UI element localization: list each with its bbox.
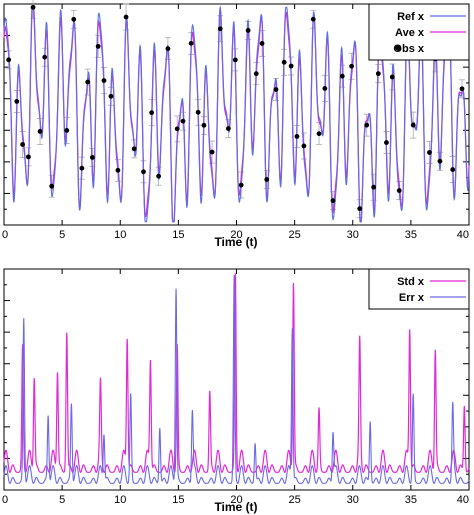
obs-point — [427, 150, 432, 155]
obs-point — [156, 173, 162, 179]
obs-point — [396, 188, 402, 193]
obs-point — [316, 131, 322, 137]
obs-point — [301, 143, 307, 149]
legend-err-x-label: Err x — [399, 292, 425, 304]
obs-point — [288, 63, 294, 69]
obs-point — [245, 28, 251, 33]
x-tick-label: 30 — [347, 229, 359, 241]
obs-point — [49, 183, 55, 189]
obs-point — [209, 149, 215, 155]
obs-point — [71, 16, 77, 22]
obs-point — [310, 16, 316, 22]
top-panel: 0 5 10 15 20 25 30 35 40 Time (t) Ref x Ave x Ob… — [2, 0, 470, 249]
legend-obs-x-marker — [395, 45, 401, 51]
x-tick-label: 5 — [59, 229, 65, 241]
obs-point — [42, 54, 48, 60]
obs-point — [108, 93, 114, 99]
obs-point — [330, 198, 336, 204]
obs-point — [232, 57, 238, 63]
obs-point — [79, 165, 85, 171]
obs-point — [115, 167, 121, 173]
x-tick-label: 10 — [114, 494, 126, 506]
obs-point — [30, 4, 36, 10]
x-tick-label: 25 — [289, 229, 301, 241]
x-tick-label: 40 — [457, 229, 469, 241]
obs-point — [95, 43, 101, 49]
obs-point — [238, 182, 244, 188]
obs-point — [322, 86, 328, 91]
obs-point — [225, 126, 231, 131]
x-tick-label: 40 — [457, 494, 469, 506]
obs-point — [371, 184, 377, 190]
obs-point — [37, 129, 43, 134]
x-tick-label: 0 — [2, 229, 8, 241]
obs-point — [201, 122, 207, 128]
obs-point — [410, 122, 416, 128]
bottom-x-tick-labels: 0 5 10 15 20 25 30 35 40 — [2, 269, 470, 506]
obs-point — [26, 154, 31, 160]
ref-x-line — [3, 5, 470, 223]
obs-point — [294, 134, 300, 139]
obs-point — [188, 40, 194, 46]
obs-point — [131, 146, 137, 152]
obs-point — [389, 74, 395, 80]
top-x-tick-labels: 0 5 10 15 20 25 30 35 40 — [2, 4, 470, 241]
bottom-x-axis-title: Time (t) — [214, 500, 257, 514]
legend-ref-x-label: Ref x — [397, 11, 425, 23]
x-tick-label: 20 — [230, 229, 242, 241]
std-x-line — [3, 273, 470, 474]
bottom-legend-box — [368, 268, 470, 310]
x-tick-label: 35 — [405, 494, 417, 506]
obs-point — [273, 87, 279, 92]
legend-std-x-label: Std x — [397, 276, 425, 288]
obs-point — [349, 63, 354, 69]
obs-point — [264, 177, 270, 182]
obs-point — [64, 128, 70, 133]
bottom-legend: Std x Err x — [368, 268, 470, 310]
obs-point — [89, 155, 95, 160]
obs-point — [6, 57, 12, 63]
x-tick-label: 25 — [289, 494, 301, 506]
x-tick-label: 5 — [59, 494, 65, 506]
obs-point — [450, 167, 456, 172]
obs-point — [123, 14, 129, 20]
x-tick-label: 15 — [172, 494, 184, 506]
obs-point — [364, 122, 370, 128]
obs-point — [253, 71, 259, 77]
obs-point — [259, 41, 265, 46]
legend-ave-x-label: Ave x — [395, 27, 425, 39]
legend-obs-x-label: Obs x — [393, 43, 424, 55]
obs-point — [437, 158, 443, 164]
x-tick-label: 20 — [230, 494, 242, 506]
obs-point — [375, 71, 381, 77]
obs-point — [339, 73, 345, 79]
obs-point — [357, 206, 363, 212]
top-x-axis-title: Time (t) — [214, 235, 257, 249]
x-tick-label: 30 — [347, 494, 359, 506]
obs-point — [217, 26, 223, 32]
x-tick-label: 15 — [172, 229, 184, 241]
obs-point — [165, 46, 171, 52]
obs-point — [14, 99, 20, 104]
top-legend: Ref x Ave x Obs x — [368, 3, 470, 61]
obs-point — [195, 109, 201, 115]
bottom-panel: 0 5 10 15 20 25 30 35 40 Time (t) Std x Err x — [2, 268, 470, 514]
x-tick-label: 10 — [114, 229, 126, 241]
err-x-line — [3, 275, 470, 484]
obs-point — [180, 118, 186, 124]
obs-point — [459, 86, 465, 92]
x-tick-label: 35 — [405, 229, 417, 241]
obs-point — [20, 142, 25, 147]
obs-point — [281, 59, 287, 65]
x-tick-label: 0 — [2, 494, 8, 506]
obs-point — [149, 110, 155, 116]
obs-point — [101, 78, 107, 84]
obs-point — [384, 140, 389, 145]
obs-point — [174, 126, 180, 132]
obs-point — [85, 79, 91, 85]
obs-point — [141, 169, 146, 175]
